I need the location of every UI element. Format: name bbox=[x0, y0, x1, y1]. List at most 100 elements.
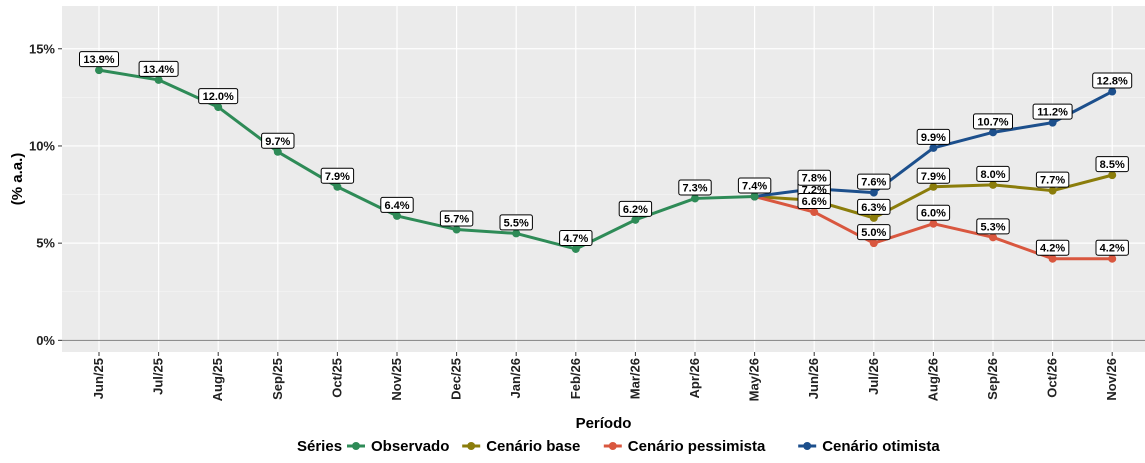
data-label-text: 12.0% bbox=[203, 91, 234, 103]
data-point bbox=[571, 244, 580, 253]
data-label-box bbox=[1095, 239, 1129, 256]
data-label-box bbox=[1035, 239, 1070, 256]
data-point bbox=[989, 128, 997, 137]
legend-key-point bbox=[803, 442, 812, 450]
legend-key-point bbox=[608, 442, 617, 450]
data-label-text: 13.9% bbox=[83, 54, 114, 66]
x-tick-label: Mar/26 bbox=[627, 358, 642, 399]
data-label: 7.9% bbox=[320, 167, 355, 184]
data-point bbox=[929, 219, 938, 228]
data-label-text: 5.5% bbox=[504, 217, 529, 229]
data-point bbox=[989, 233, 997, 242]
data-label-box bbox=[976, 165, 1010, 182]
data-label: 6.2% bbox=[618, 200, 653, 217]
data-label: 7.6% bbox=[857, 173, 891, 190]
x-tick-label: Oct/25 bbox=[329, 358, 344, 398]
data-label-box bbox=[797, 169, 831, 186]
x-tick-label: Jan/26 bbox=[508, 358, 523, 398]
data-label-text: 5.3% bbox=[980, 221, 1005, 233]
data-point bbox=[1108, 87, 1117, 96]
x-tick-label: May/26 bbox=[747, 358, 762, 401]
data-label-text: 8.5% bbox=[1100, 159, 1125, 171]
data-label-box bbox=[916, 204, 951, 221]
data-label-box bbox=[320, 167, 355, 184]
x-tick-label: Nov/26 bbox=[1104, 358, 1119, 401]
data-label-box bbox=[857, 224, 891, 241]
data-point bbox=[452, 225, 461, 234]
x-tick-label: Sep/25 bbox=[270, 358, 285, 400]
data-label: 7.4% bbox=[737, 177, 772, 194]
plot-panel bbox=[62, 6, 1145, 352]
y-tick-label: 5% bbox=[36, 236, 55, 251]
data-label: 6.6% bbox=[797, 193, 831, 210]
data-label-box bbox=[737, 177, 772, 194]
data-point bbox=[393, 211, 401, 220]
data-label-text: 12.8% bbox=[1097, 76, 1128, 88]
data-point bbox=[95, 66, 103, 75]
data-label-text: 6.0% bbox=[921, 208, 946, 220]
data-point bbox=[989, 180, 997, 189]
data-label-text: 7.7% bbox=[1040, 175, 1065, 187]
data-label-text: 7.9% bbox=[921, 171, 946, 183]
data-point bbox=[869, 239, 878, 248]
data-label-text: 9.7% bbox=[265, 136, 290, 148]
legend-key-point bbox=[467, 442, 476, 450]
data-label: 4.2% bbox=[1095, 239, 1129, 256]
data-point bbox=[929, 143, 938, 152]
data-point bbox=[214, 103, 223, 112]
data-label-text: 5.7% bbox=[444, 214, 469, 226]
data-label-text: 7.8% bbox=[802, 173, 827, 185]
data-label-text: 7.6% bbox=[861, 177, 886, 189]
data-labels: 13.9% 13.4% 12.0% 9.7% 7.9% 6.4% 5.7% 5.5% 4.7% 6… bbox=[79, 51, 1133, 256]
x-tick-label: Sep/26 bbox=[985, 358, 1000, 400]
data-label: 7.8% bbox=[797, 169, 831, 186]
data-label: 8.0% bbox=[976, 165, 1010, 182]
x-tick-label: Jun/25 bbox=[91, 358, 106, 399]
data-point bbox=[810, 208, 819, 217]
data-label: 7.7% bbox=[1035, 171, 1070, 188]
x-axis-title: Período bbox=[576, 415, 632, 432]
data-label: 10.7% bbox=[973, 113, 1013, 130]
data-label-box bbox=[916, 167, 951, 184]
data-label-text: 4.2% bbox=[1040, 243, 1065, 255]
legend-key-point bbox=[352, 442, 360, 450]
data-label-text: 7.3% bbox=[682, 182, 707, 194]
data-point bbox=[869, 188, 878, 197]
data-label-box bbox=[1095, 156, 1129, 173]
data-label: 6.0% bbox=[916, 204, 951, 221]
data-point bbox=[691, 194, 699, 203]
data-label: 13.9% bbox=[79, 51, 119, 68]
data-label: 5.5% bbox=[499, 214, 533, 231]
data-label-box bbox=[916, 128, 951, 145]
data-label-box bbox=[198, 88, 239, 105]
y-tick-label: 10% bbox=[29, 138, 55, 153]
legend: Séries Observado Cenário base Cenário pess… bbox=[297, 438, 940, 455]
data-label-box bbox=[678, 179, 712, 196]
data-label-box bbox=[439, 210, 474, 227]
data-label: 4.7% bbox=[559, 229, 593, 246]
data-point bbox=[869, 213, 878, 222]
x-tick-label: Aug/25 bbox=[210, 358, 225, 401]
data-label-box bbox=[618, 200, 653, 217]
x-tick-label: Aug/26 bbox=[925, 358, 940, 401]
data-label: 12.0% bbox=[198, 88, 239, 105]
data-point bbox=[631, 215, 640, 224]
data-label: 7.3% bbox=[678, 179, 712, 196]
data-label-box bbox=[857, 198, 891, 215]
data-label-text: 5.0% bbox=[861, 227, 886, 239]
data-label: 5.3% bbox=[976, 218, 1010, 235]
x-tick-label: Dec/25 bbox=[449, 358, 464, 400]
data-point bbox=[929, 182, 938, 191]
data-label: 4.2% bbox=[1035, 239, 1070, 256]
data-label: 12.8% bbox=[1092, 72, 1133, 89]
legend-item-label: Cenário base bbox=[486, 438, 580, 455]
data-label-box bbox=[261, 132, 295, 149]
data-label-box bbox=[380, 196, 414, 213]
data-label: 5.0% bbox=[857, 224, 891, 241]
data-label-text: 9.9% bbox=[921, 132, 946, 144]
x-tick-label: Apr/26 bbox=[687, 358, 702, 398]
data-point bbox=[750, 192, 759, 201]
data-label-text: 7.9% bbox=[325, 171, 350, 183]
data-label-box bbox=[797, 193, 831, 210]
